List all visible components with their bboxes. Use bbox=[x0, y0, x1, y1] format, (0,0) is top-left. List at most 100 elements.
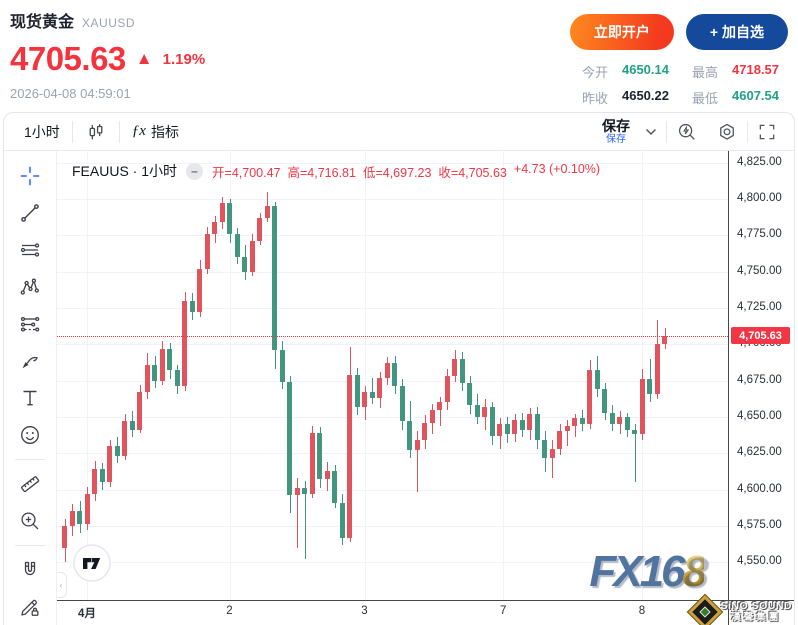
prev-close-value: 4650.22 bbox=[621, 88, 669, 103]
zoom-in-icon bbox=[21, 512, 39, 530]
current-price-tag: 4,705.63 bbox=[731, 327, 790, 345]
candle-body bbox=[542, 440, 547, 458]
y-axis-label: 4,825.00 bbox=[737, 155, 782, 168]
diamond-core bbox=[699, 606, 712, 618]
tool-crosshair[interactable] bbox=[13, 161, 47, 191]
low-label: 最低 bbox=[691, 91, 718, 106]
tool-trend-line[interactable] bbox=[13, 198, 47, 228]
toolbar-divider bbox=[666, 120, 667, 143]
legend-high: 高=4,716.81 bbox=[287, 165, 356, 180]
candle-body bbox=[377, 377, 382, 398]
tradingview-logo[interactable] bbox=[73, 544, 111, 587]
legend-open: 开=4,700.47 bbox=[212, 165, 281, 180]
tool-brush[interactable] bbox=[13, 346, 47, 376]
candle-body bbox=[482, 406, 487, 417]
fx-icon: ƒx bbox=[131, 123, 146, 139]
price-up-arrow-icon: ▲ bbox=[135, 49, 153, 68]
xabcd-pattern-icon bbox=[20, 278, 39, 295]
high-value: 4718.57 bbox=[732, 62, 779, 77]
time-axis[interactable]: 4月 2 3 7 8 bbox=[57, 600, 728, 625]
candle-body bbox=[369, 392, 375, 398]
tool-ruler[interactable] bbox=[13, 469, 47, 499]
text-icon bbox=[23, 390, 37, 406]
candle-body bbox=[212, 222, 217, 234]
hide-drawing-toolbar-button[interactable]: ‹ bbox=[57, 572, 67, 598]
candle-body bbox=[294, 488, 300, 496]
candle-body bbox=[407, 421, 412, 451]
candle-body bbox=[204, 233, 210, 269]
tools-divider bbox=[15, 545, 45, 546]
candle-wick bbox=[417, 431, 418, 493]
candle-body bbox=[519, 419, 525, 430]
candle-body bbox=[339, 502, 345, 538]
grid-line-h bbox=[57, 198, 728, 200]
settings-button[interactable] bbox=[707, 113, 747, 150]
add-watchlist-button[interactable]: + 加自选 bbox=[685, 14, 788, 50]
candle-body bbox=[632, 429, 637, 435]
candle-body bbox=[459, 358, 465, 384]
grid-line-h bbox=[57, 453, 728, 455]
save-button[interactable]: 保存 保存 bbox=[602, 117, 630, 145]
candle-body bbox=[467, 383, 472, 406]
candle-body bbox=[324, 470, 330, 480]
open-account-button[interactable]: 立即开户 bbox=[569, 14, 674, 50]
chart-style-button[interactable] bbox=[73, 113, 119, 150]
tool-text[interactable] bbox=[13, 383, 47, 413]
candle-body bbox=[354, 374, 360, 407]
candle-body bbox=[489, 406, 495, 436]
candle-wick bbox=[297, 477, 298, 548]
legend-collapse-button[interactable]: – bbox=[186, 162, 204, 180]
candle-body bbox=[69, 511, 75, 526]
settings-gear-icon bbox=[720, 123, 734, 140]
quote-header: 现货黄金 XAUUSD 4705.63 ▲ 1.19% 2026-04-08 0… bbox=[0, 0, 798, 112]
save-menu-button[interactable] bbox=[636, 113, 666, 150]
tool-horizontal-lines[interactable] bbox=[13, 235, 47, 265]
candle-wick bbox=[439, 396, 441, 426]
sino-sound-watermark: SiNO SOUND 漢聲集團 bbox=[688, 595, 792, 625]
chart-plot[interactable]: FEAUUS · 1小时 – 开=4,700.47 高=4,716.81 低=4… bbox=[57, 151, 728, 600]
candle-body bbox=[309, 432, 315, 494]
candle-wick bbox=[634, 424, 636, 483]
candle-body bbox=[594, 370, 600, 390]
tool-zoom-in[interactable] bbox=[13, 506, 47, 536]
brush-icon bbox=[22, 356, 38, 369]
sino-sound-line1: SiNO SOUND bbox=[720, 600, 792, 612]
tool-xabcd-pattern[interactable] bbox=[13, 272, 47, 302]
crosshair-icon bbox=[20, 166, 40, 186]
toolbar-divider bbox=[118, 120, 120, 143]
tool-projection[interactable] bbox=[13, 309, 47, 339]
candle-body bbox=[197, 268, 202, 313]
candle-body bbox=[144, 364, 150, 393]
y-axis-label: 4,625.00 bbox=[737, 446, 782, 459]
prev-close-label: 昨收 bbox=[581, 91, 608, 106]
projection-icon bbox=[20, 316, 40, 332]
candlestick-style-icon bbox=[89, 123, 103, 139]
sino-sound-text: SiNO SOUND 漢聲集團 bbox=[720, 600, 792, 623]
tool-emoji[interactable] bbox=[13, 420, 47, 450]
candle-body bbox=[399, 386, 405, 422]
grid-line-h bbox=[57, 307, 728, 309]
price-axis[interactable]: 4,550.00 4,575.00 4,600.00 4,625.00 4,650.00… bbox=[729, 151, 794, 600]
fullscreen-button[interactable] bbox=[748, 113, 786, 150]
candle-body bbox=[437, 402, 442, 410]
low-value: 4607.54 bbox=[732, 88, 779, 103]
candle-body bbox=[579, 418, 585, 425]
candle-body bbox=[84, 493, 90, 525]
open-label: 今开 bbox=[581, 65, 608, 80]
candle-body bbox=[122, 421, 127, 457]
price-axis-column: 4,550.00 4,575.00 4,600.00 4,625.00 4,650.00… bbox=[728, 151, 794, 625]
candle-body bbox=[129, 421, 135, 430]
tool-magnet[interactable] bbox=[13, 555, 47, 585]
indicators-button[interactable]: ƒx 指标 bbox=[120, 113, 191, 150]
legend-ohlc: 开=4,700.47 高=4,716.81 低=4,697.23 收=4,705… bbox=[212, 162, 600, 181]
quick-search-button[interactable] bbox=[667, 113, 707, 150]
tool-drawing-lock[interactable] bbox=[13, 592, 47, 622]
candle-body bbox=[219, 203, 225, 223]
interval-button[interactable]: 1小时 bbox=[12, 113, 72, 150]
grid-line-v bbox=[229, 151, 231, 600]
x-axis-label: 8 bbox=[638, 605, 646, 617]
candle-body bbox=[92, 469, 97, 494]
candle-body bbox=[182, 300, 187, 387]
chevron-down-icon bbox=[646, 128, 656, 135]
grid-line-h bbox=[57, 416, 728, 418]
